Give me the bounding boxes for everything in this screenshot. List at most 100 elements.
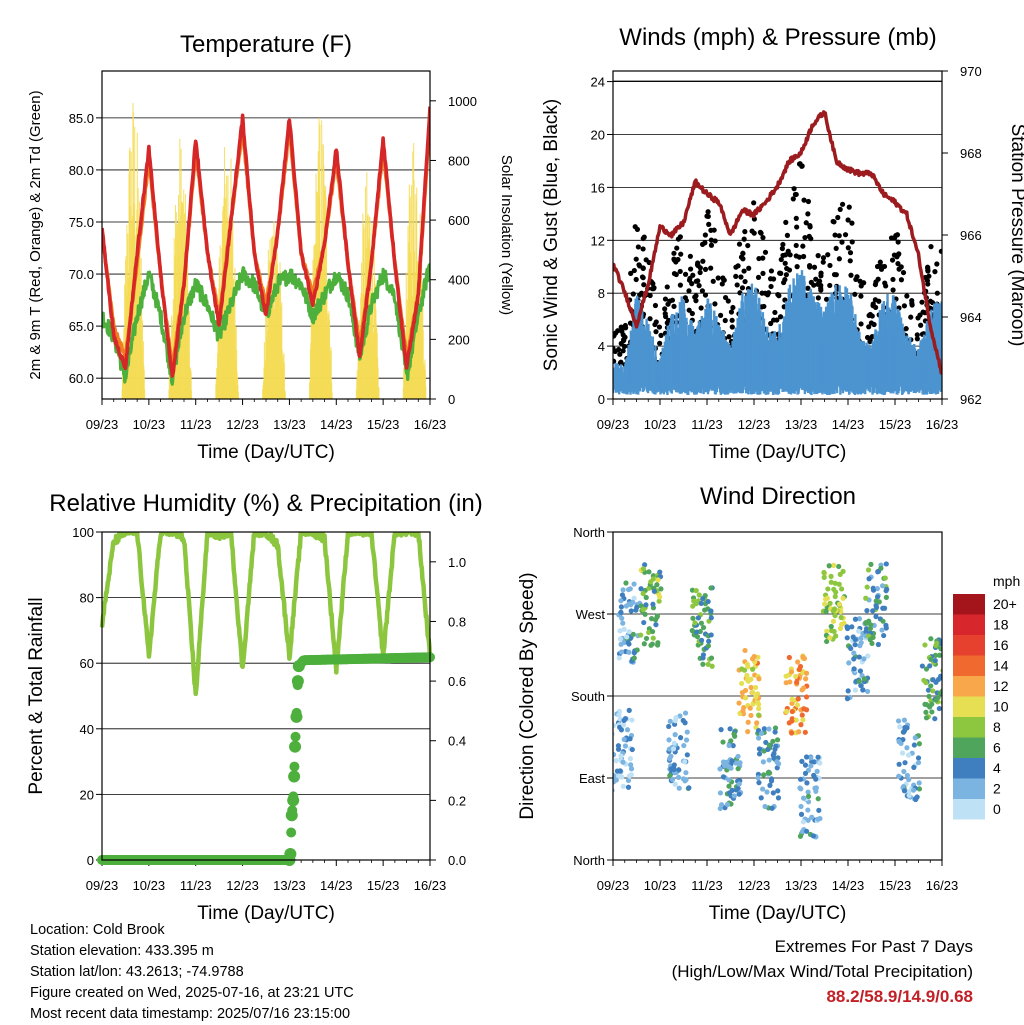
- gust-point: [918, 322, 924, 328]
- gust-point: [791, 186, 797, 192]
- direction-point: [857, 643, 863, 649]
- gust-point: [839, 239, 845, 245]
- gust-point: [689, 281, 695, 287]
- gust-point: [640, 246, 646, 252]
- direction-point: [669, 776, 676, 783]
- direction-point: [767, 770, 773, 776]
- direction-point: [928, 636, 934, 642]
- direction-point: [765, 746, 771, 752]
- direction-point: [861, 656, 867, 662]
- gust-point: [740, 256, 746, 262]
- direction-point: [708, 608, 714, 614]
- gust-point: [686, 307, 692, 313]
- direction-point: [840, 568, 846, 574]
- y2-tick-label: 0: [448, 392, 455, 407]
- legend-swatch: [953, 778, 985, 799]
- direction-point: [793, 717, 799, 723]
- direction-point: [689, 587, 696, 593]
- gust-point: [909, 302, 915, 308]
- gust-point: [811, 264, 818, 270]
- y2-tick-label: 600: [448, 213, 470, 228]
- gust-point: [687, 253, 693, 259]
- gust-point: [917, 312, 923, 318]
- direction-point: [929, 701, 935, 707]
- gust-point: [849, 220, 855, 226]
- direction-point: [846, 660, 852, 666]
- gust-point: [777, 314, 784, 320]
- direction-point: [724, 759, 730, 765]
- legend-label: 18: [993, 617, 1009, 633]
- direction-point: [798, 811, 805, 817]
- gust-point: [690, 272, 696, 278]
- direction-point: [852, 636, 858, 643]
- direction-point: [625, 640, 631, 646]
- direction-point: [649, 628, 656, 635]
- direction-point: [743, 695, 749, 701]
- gust-point: [914, 336, 920, 342]
- direction-point: [718, 802, 725, 808]
- direction-point: [705, 661, 711, 667]
- direction-point: [726, 777, 732, 783]
- gust-point: [741, 268, 747, 274]
- direction-point: [795, 659, 801, 665]
- direction-point: [718, 727, 724, 733]
- precip-point: [292, 660, 305, 673]
- direction-point: [873, 598, 879, 604]
- y-tick-label: 85.0: [69, 111, 94, 126]
- direction-point: [729, 787, 735, 793]
- precip-point: [290, 710, 303, 723]
- gust-point: [749, 228, 755, 234]
- gust-point: [721, 277, 727, 283]
- direction-point: [797, 785, 803, 791]
- direction-point: [825, 586, 831, 592]
- legend-label: 8: [993, 719, 1001, 735]
- gust-point: [806, 233, 812, 239]
- direction-point: [856, 628, 862, 634]
- direction-point: [851, 650, 857, 656]
- direction-point: [796, 666, 803, 672]
- direction-point: [769, 805, 775, 811]
- precip-point: [287, 794, 300, 807]
- gust-point: [796, 161, 803, 167]
- gust-point: [845, 217, 851, 223]
- direction-point: [630, 631, 636, 637]
- direction-point: [772, 725, 779, 731]
- direction-point: [648, 579, 654, 585]
- direction-point: [694, 629, 700, 635]
- gust-point: [702, 266, 709, 272]
- x-tick-label: 10/23: [644, 878, 677, 893]
- direction-point: [682, 759, 688, 765]
- gust-point: [726, 334, 732, 340]
- direction-point: [654, 582, 660, 588]
- precip-point: [290, 731, 301, 742]
- direction-point: [874, 594, 881, 600]
- direction-point: [851, 666, 857, 672]
- direction-point: [628, 766, 635, 772]
- gust-point: [730, 304, 736, 311]
- direction-point: [681, 742, 687, 749]
- gust-point: [793, 253, 799, 259]
- direction-point: [700, 655, 706, 661]
- precip-point: [291, 675, 304, 688]
- direction-point: [758, 730, 765, 737]
- x-axis-label: Time (Day/UTC): [709, 903, 847, 924]
- gust-point: [697, 269, 703, 276]
- gust-point: [852, 291, 858, 297]
- x-tick-label: 15/23: [367, 417, 400, 432]
- direction-point: [692, 620, 698, 626]
- x-tick-label: 15/23: [367, 878, 400, 893]
- direction-point: [618, 753, 624, 759]
- direction-point: [755, 735, 762, 741]
- direction-point: [739, 666, 745, 672]
- direction-point: [831, 628, 837, 635]
- y2-tick-label: 0.2: [448, 793, 466, 808]
- direction-point: [863, 595, 869, 601]
- direction-point: [653, 622, 659, 628]
- x-tick-label: 09/23: [597, 878, 630, 893]
- direction-point: [799, 712, 805, 718]
- gust-point: [662, 306, 668, 312]
- direction-point: [650, 601, 656, 607]
- gust-point: [801, 197, 807, 203]
- gust-point: [630, 291, 636, 297]
- direction-point: [848, 645, 854, 652]
